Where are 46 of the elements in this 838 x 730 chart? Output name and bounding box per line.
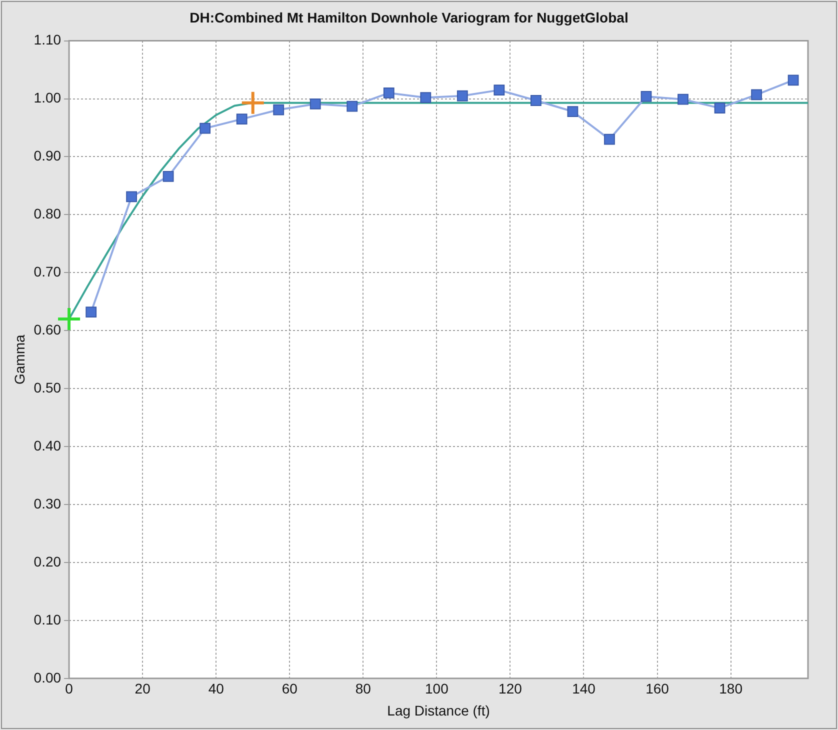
y-tick-label: 0.70 (34, 264, 62, 280)
point (346, 100, 358, 112)
x-tick-label: 100 (425, 680, 449, 697)
y-tick-label: 0.40 (34, 437, 62, 454)
x-tick-label: 140 (572, 680, 596, 697)
x-tick-label: 40 (208, 680, 224, 697)
point (751, 89, 762, 100)
y-tick-label: 0.60 (34, 321, 62, 338)
x-tick-label: 80 (355, 680, 372, 697)
y-tick-label: 1.00 (34, 90, 62, 106)
x-tick-label: 160 (646, 680, 670, 697)
y-tick-label: 1.10 (34, 32, 62, 48)
point (162, 170, 174, 182)
point (236, 114, 248, 124)
y-axis-title: Gamma (11, 334, 28, 384)
chart-title: DH:Combined Mt Hamilton Downhole Variogram for NuggetGlobal (190, 9, 628, 26)
x-tick-label: 0 (65, 680, 74, 697)
point (273, 104, 284, 116)
y-tick-label: 0.20 (34, 553, 62, 570)
point (242, 92, 264, 114)
point (678, 94, 688, 105)
point (383, 88, 394, 98)
point (86, 306, 97, 318)
y-tick-label: 0.50 (34, 379, 62, 396)
point (420, 92, 432, 104)
x-tick-label: 180 (719, 680, 743, 697)
point (494, 84, 505, 96)
x-tick-label: 120 (498, 680, 522, 697)
point (310, 98, 321, 110)
point (640, 90, 652, 102)
point (714, 102, 726, 114)
y-tick-label: 0.90 (34, 148, 62, 164)
x-tick-label: 20 (134, 680, 151, 697)
x-tick-label: 60 (282, 680, 298, 697)
point (456, 90, 468, 102)
x-axis-title: Lag Distance (ft) (387, 702, 490, 718)
point (200, 122, 211, 134)
point (530, 95, 542, 106)
point (567, 106, 578, 117)
y-tick-label: 0.10 (34, 611, 62, 628)
point (126, 191, 137, 202)
point (788, 74, 799, 86)
y-tick-label: 0.00 (34, 669, 62, 686)
y-tick-label: 0.80 (34, 206, 62, 222)
point (604, 134, 615, 145)
y-tick-label: 0.30 (34, 495, 62, 512)
